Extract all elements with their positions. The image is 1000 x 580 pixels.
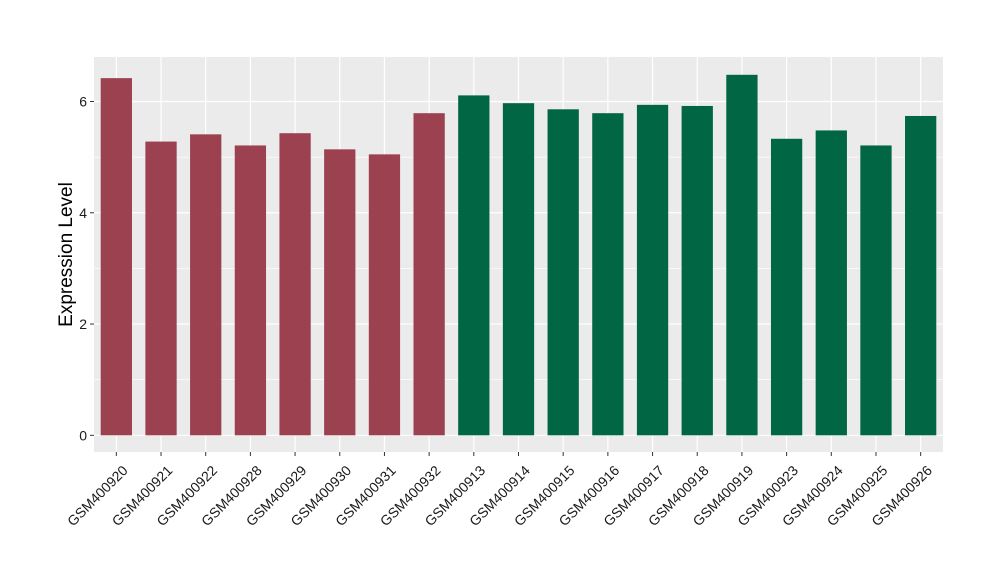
bar-GSM400913	[458, 95, 490, 436]
y-axis-title: Expression Level	[56, 182, 77, 327]
bar-GSM400914	[502, 103, 535, 436]
bar-GSM400931	[368, 154, 401, 436]
bar-GSM400922	[190, 134, 222, 436]
bar-GSM400917	[636, 104, 669, 436]
bars-group	[100, 74, 937, 436]
bar-GSM400923	[770, 138, 803, 436]
bar-GSM400926	[905, 115, 937, 436]
y-tick-label: 2	[79, 316, 87, 332]
x-axis: GSM400920GSM400921GSM400922GSM400928GSM4…	[64, 452, 935, 529]
y-tick-label: 0	[79, 427, 87, 443]
bar-GSM400925	[860, 145, 892, 436]
bar-GSM400932	[413, 113, 445, 436]
bar-GSM400930	[324, 149, 356, 436]
bar-GSM400921	[145, 141, 177, 436]
bar-GSM400918	[681, 105, 713, 436]
bar-GSM400929	[279, 133, 311, 436]
bar-GSM400928	[234, 145, 267, 436]
y-axis: 0 2 4 6	[79, 94, 94, 443]
bar-GSM400916	[592, 113, 624, 436]
bar-GSM400924	[815, 130, 847, 436]
y-tick-label: 4	[79, 205, 87, 221]
bar-GSM400919	[726, 74, 758, 436]
bar-GSM400920	[100, 78, 132, 436]
y-tick-label: 6	[79, 94, 87, 110]
bar-GSM400915	[547, 109, 579, 436]
